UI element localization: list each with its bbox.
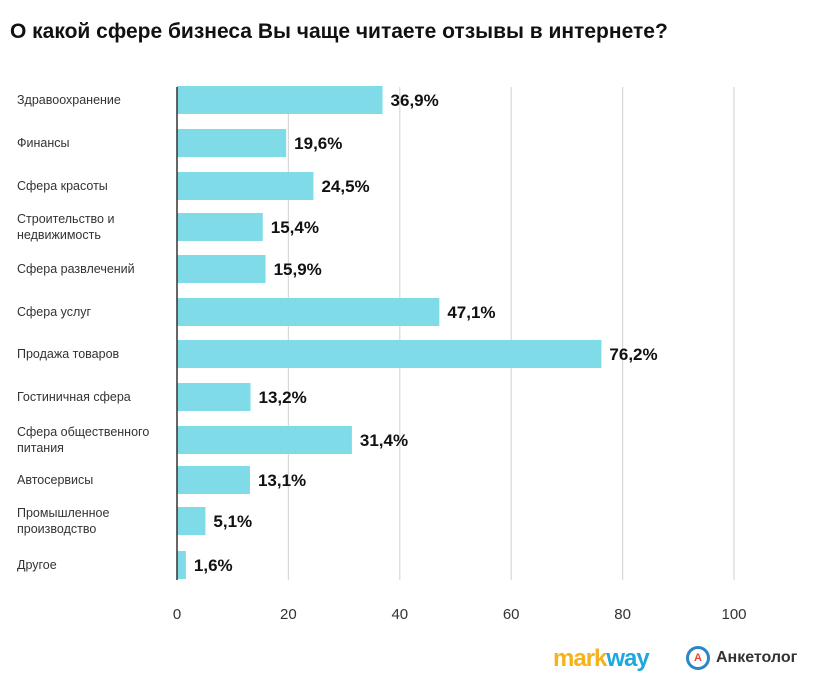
bar <box>177 426 352 454</box>
anketolog-label: Анкетолог <box>716 649 798 666</box>
bar <box>177 551 186 579</box>
data-label: 13,1% <box>258 471 306 490</box>
data-label: 76,2% <box>609 345 657 364</box>
category-label: Сфера развлечений <box>17 262 135 276</box>
bar <box>177 340 602 368</box>
x-tick-label: 80 <box>614 606 631 623</box>
markway-logo: markway <box>553 645 650 672</box>
bar <box>177 507 206 535</box>
category-label: Сфера общественного питания <box>17 425 149 455</box>
bar <box>177 255 266 283</box>
category-label: Другое <box>17 558 57 572</box>
bar <box>177 298 440 326</box>
data-label: 36,9% <box>391 91 439 110</box>
bar <box>177 383 251 411</box>
data-label: 13,2% <box>259 388 307 407</box>
category-label: Финансы <box>17 136 69 150</box>
bar <box>177 172 314 200</box>
category-label: Гостиничная сфера <box>17 390 131 404</box>
data-label: 1,6% <box>194 556 233 575</box>
data-label: 15,9% <box>274 260 322 279</box>
data-label: 31,4% <box>360 431 408 450</box>
bar <box>177 213 263 241</box>
chart-title: О какой сфере бизнеса Вы чаще читаете от… <box>10 20 668 43</box>
x-tick-label: 0 <box>173 606 181 623</box>
data-label: 19,6% <box>294 134 342 153</box>
bar-chart: 0 20 40 60 80 100 36,9% Здравоохранение 19,6% Фин… <box>17 86 747 623</box>
category-label: Сфера красоты <box>17 179 108 193</box>
bar <box>177 129 287 157</box>
anketolog-logo: А Анкетолог <box>686 646 797 670</box>
data-label: 24,5% <box>321 177 369 196</box>
category-label: Автосервисы <box>17 473 93 487</box>
x-tick-label: 100 <box>721 606 746 623</box>
x-tick-label: 40 <box>391 606 408 623</box>
category-label: Строительство и недвижимость <box>17 212 114 242</box>
category-label: Здравоохранение <box>17 93 121 107</box>
category-label: Промышленное производство <box>17 506 109 536</box>
bar <box>177 466 250 494</box>
x-tick-label: 20 <box>280 606 297 623</box>
data-label: 5,1% <box>213 512 252 531</box>
data-label: 15,4% <box>271 218 319 237</box>
x-tick-label: 60 <box>503 606 520 623</box>
category-label: Сфера услуг <box>17 305 92 319</box>
anketolog-icon: А <box>686 646 710 670</box>
category-label: Продажа товаров <box>17 347 120 361</box>
data-label: 47,1% <box>447 303 495 322</box>
bar <box>177 86 383 114</box>
